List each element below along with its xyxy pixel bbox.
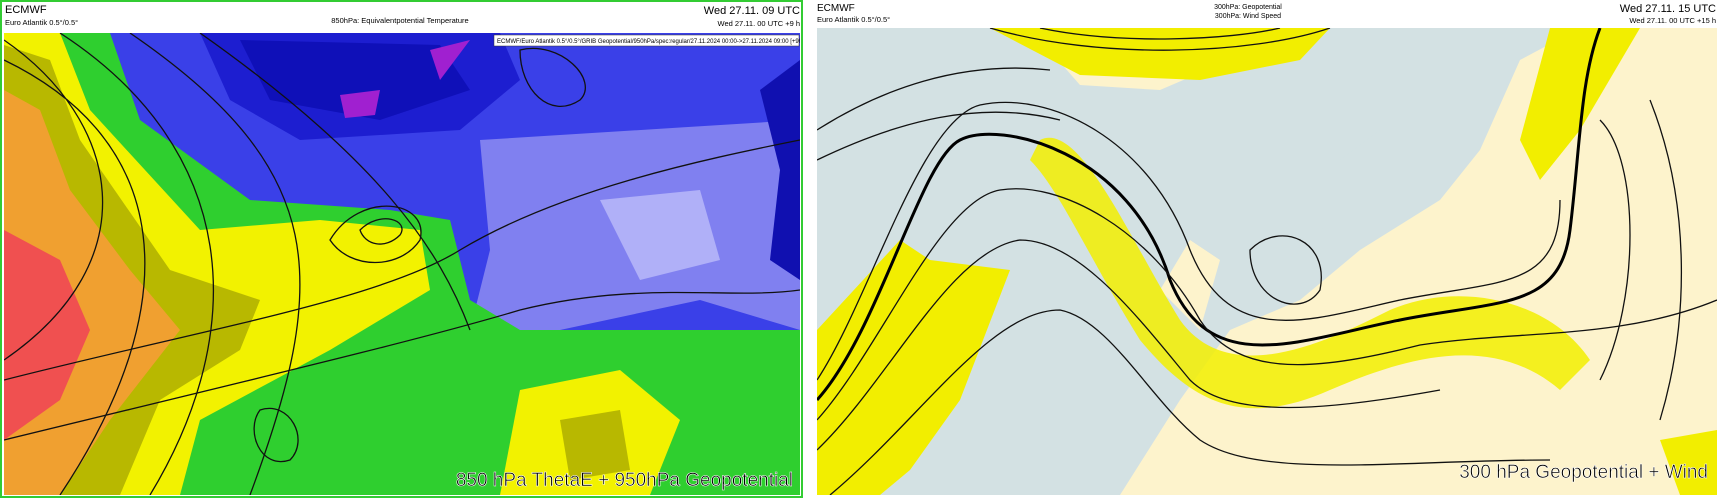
left-map: ECMWF/Euro Atlantik 0.5°/0.5°/GRIB Geopo… <box>4 33 804 495</box>
map-title: 850hPa: Equivalentpotential Temperature <box>331 16 468 25</box>
caption: 850 hPa ThetaE + 950hPa Geopotential <box>456 470 793 491</box>
source: ECMWF <box>5 4 47 16</box>
model: Euro Atlantik 0.5°/0.5° <box>5 18 78 27</box>
run-time: Wed 27.11. 00 UTC +9 h <box>718 19 800 28</box>
map-subtitle: 300hPa: Wind Speed <box>1215 13 1281 20</box>
info-label: ECMWF/Euro Atlantik 0.5°/0.5°/GRIB Geopo… <box>497 39 804 45</box>
valid-time: Wed 27.11. 15 UTC <box>1620 3 1716 15</box>
right-map <box>817 28 1717 495</box>
valid-time: Wed 27.11. 09 UTC <box>704 5 800 17</box>
caption: 300 hPa Geopotential + Wind <box>1459 462 1708 483</box>
model: Euro Atlantik 0.5°/0.5° <box>817 15 890 24</box>
map-title: 300hPa: Geopotential <box>1214 4 1282 11</box>
run-time: Wed 27.11. 00 UTC +15 h <box>1629 16 1716 25</box>
source: ECMWF <box>817 3 855 14</box>
